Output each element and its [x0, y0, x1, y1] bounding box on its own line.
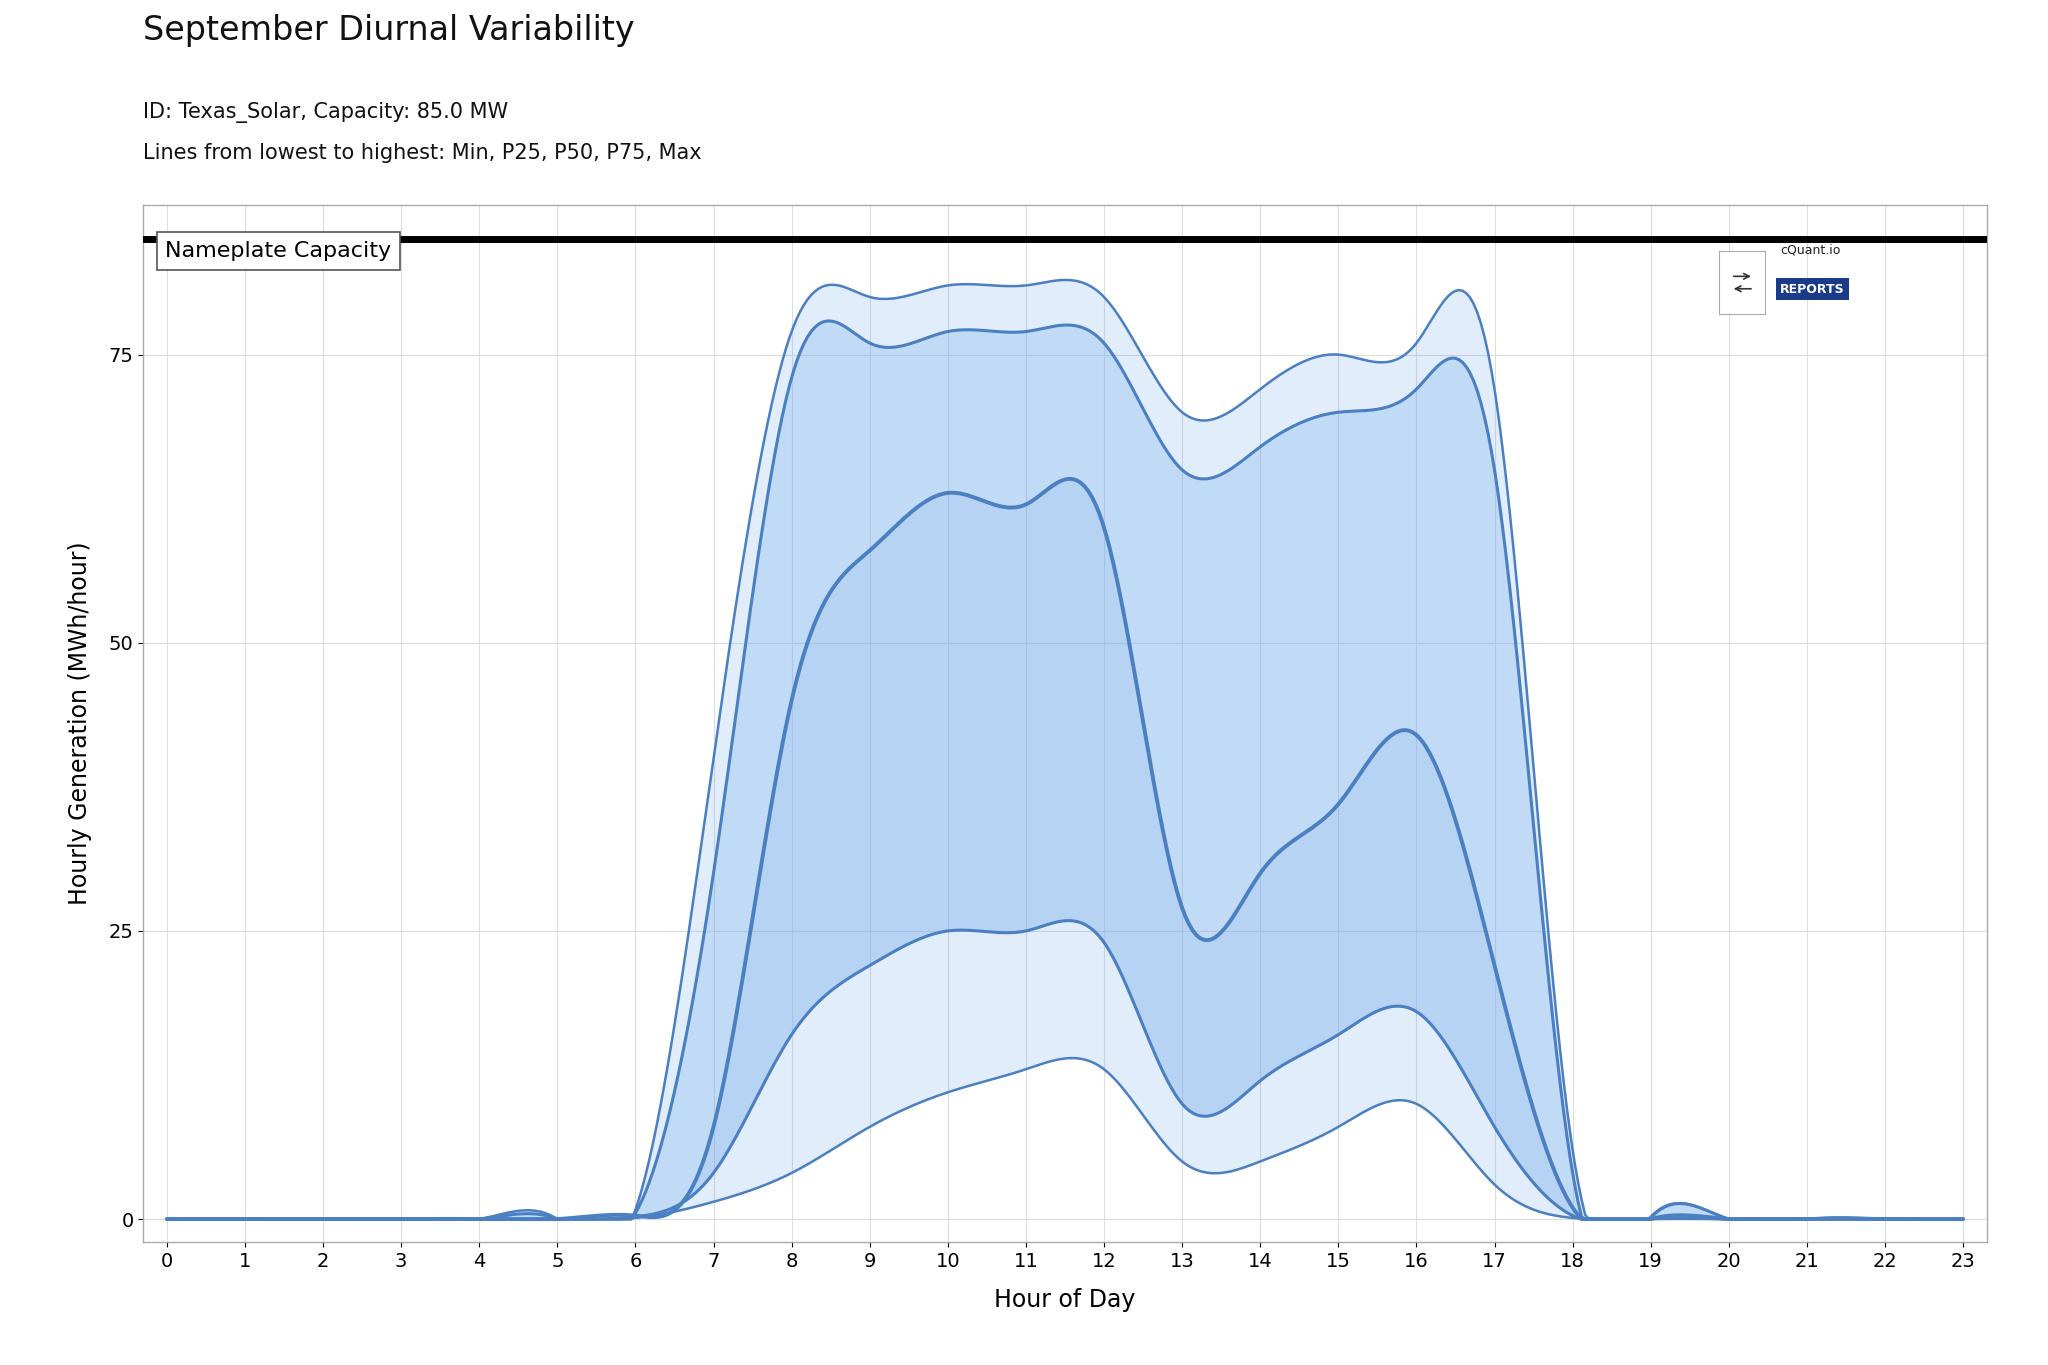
Y-axis label: Hourly Generation (MWh/hour): Hourly Generation (MWh/hour)	[68, 542, 92, 905]
Text: cQuant.io: cQuant.io	[1780, 243, 1841, 257]
Text: Nameplate Capacity: Nameplate Capacity	[166, 242, 391, 261]
Text: ID: Texas_Solar, Capacity: 85.0 MW: ID: Texas_Solar, Capacity: 85.0 MW	[143, 102, 508, 123]
Text: Lines from lowest to highest: Min, P25, P50, P75, Max: Lines from lowest to highest: Min, P25, …	[143, 143, 702, 164]
X-axis label: Hour of Day: Hour of Day	[993, 1287, 1137, 1312]
Text: REPORTS: REPORTS	[1780, 283, 1845, 296]
Text: September Diurnal Variability: September Diurnal Variability	[143, 14, 635, 46]
